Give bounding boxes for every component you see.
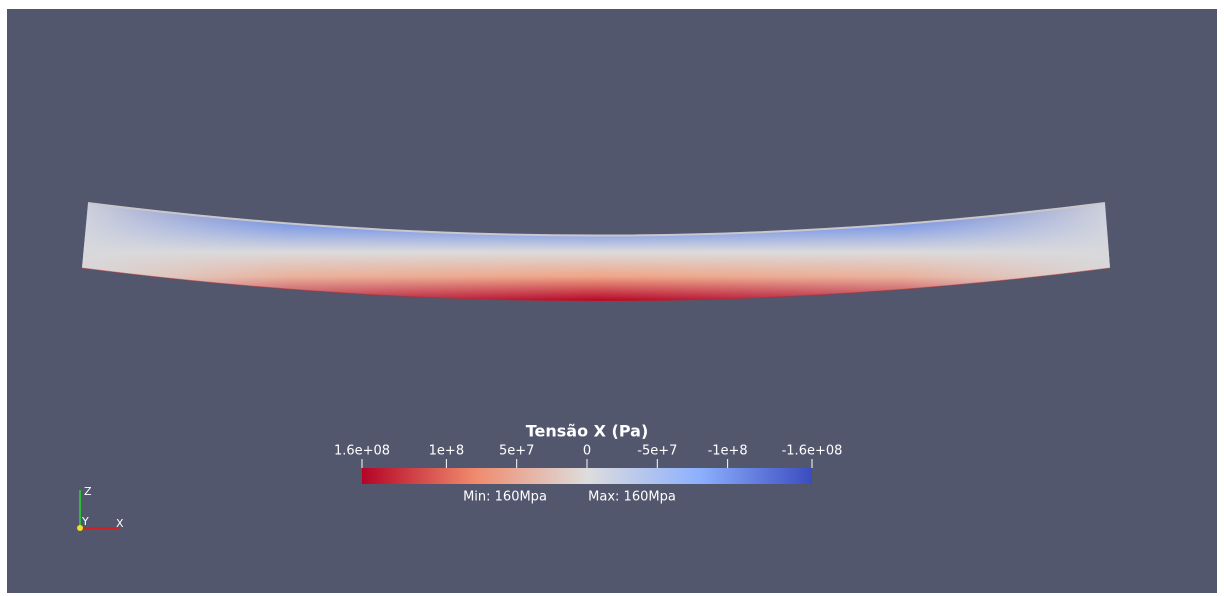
- render-view: Tensão X (Pa) 1.6e+08 1e+8 5e+7 0 -5e+7 -1e+8…: [0, 0, 1224, 596]
- colorbar-tick-label: 0: [583, 444, 591, 459]
- y-label: Y: [81, 515, 89, 528]
- colorbar-tick-label: 1e+8: [429, 444, 464, 459]
- colorbar-tick-label: 1.6e+08: [334, 444, 390, 459]
- colorbar-tick-label: 5e+7: [499, 444, 534, 459]
- colorbar-tick-label: -1.6e+08: [782, 444, 843, 459]
- colorbar-tick-label: -5e+7: [637, 444, 677, 459]
- colorbar-gradient: [362, 468, 812, 484]
- colorbar-title: Tensão X (Pa): [526, 422, 649, 441]
- page: {"colorbar": {"title": "Tensão X (Pa)", …: [0, 0, 1224, 596]
- colorbar-tick-label: -1e+8: [708, 444, 748, 459]
- min-label: Min: 160Mpa: [463, 490, 547, 505]
- x-label: X: [116, 517, 124, 530]
- z-label: Z: [84, 485, 92, 498]
- max-label: Max: 160Mpa: [588, 490, 676, 505]
